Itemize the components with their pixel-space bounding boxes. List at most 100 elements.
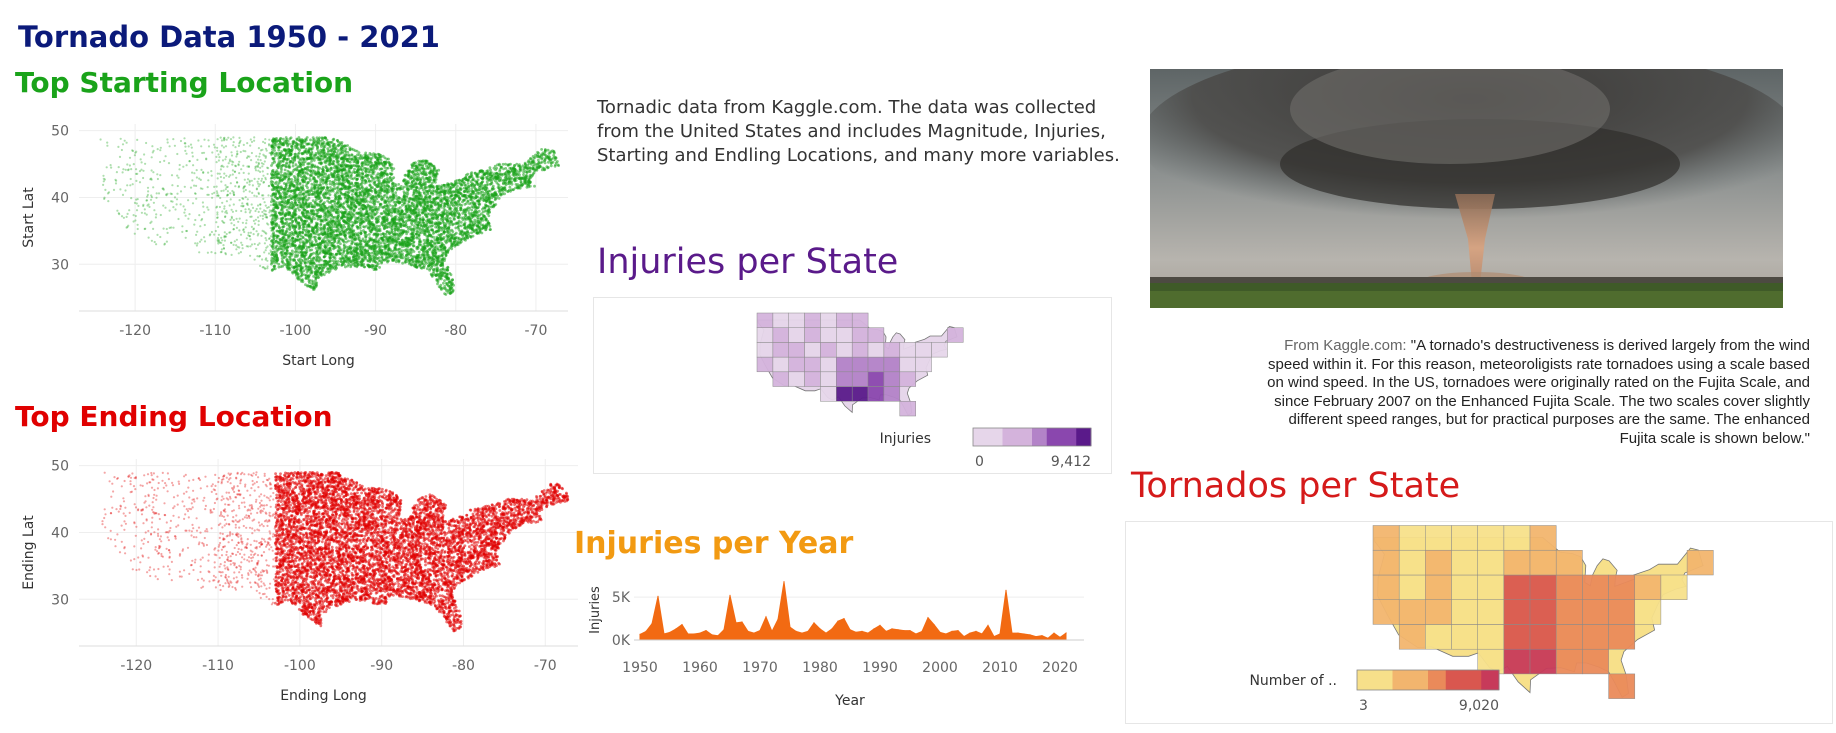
location-point — [445, 235, 449, 238]
location-point — [244, 150, 247, 153]
location-point — [329, 186, 332, 189]
location-point — [379, 252, 382, 256]
location-point — [215, 205, 219, 208]
location-point — [152, 186, 155, 189]
location-point — [235, 217, 238, 220]
location-point — [272, 259, 276, 263]
location-point — [337, 213, 340, 216]
location-point — [150, 178, 153, 181]
location-point — [189, 186, 193, 189]
location-point — [241, 243, 244, 247]
location-point — [291, 240, 295, 244]
location-point — [414, 161, 417, 165]
location-point — [368, 200, 372, 204]
location-point — [241, 221, 244, 224]
location-point — [320, 167, 324, 171]
location-point — [284, 187, 288, 190]
location-point — [513, 164, 516, 167]
location-point — [364, 169, 368, 172]
location-point — [193, 184, 196, 187]
location-point — [225, 155, 228, 158]
location-point — [534, 153, 537, 157]
location-point — [264, 210, 267, 213]
location-point — [231, 163, 234, 166]
location-point — [296, 272, 300, 276]
location-point — [146, 193, 149, 196]
location-point — [198, 214, 201, 217]
location-point — [103, 197, 106, 200]
location-point — [107, 191, 111, 194]
location-point — [368, 170, 372, 174]
location-point — [215, 161, 218, 164]
location-point — [121, 171, 124, 174]
location-point — [294, 180, 297, 183]
location-point — [216, 240, 219, 243]
location-point — [408, 250, 412, 254]
location-point — [218, 241, 221, 244]
location-point — [258, 242, 261, 245]
location-point — [370, 251, 374, 255]
location-point — [285, 165, 289, 169]
location-point — [479, 217, 482, 221]
location-point — [394, 248, 398, 252]
location-point — [412, 185, 416, 189]
location-point — [267, 252, 271, 255]
location-point — [378, 224, 381, 228]
location-point — [218, 172, 221, 175]
location-point — [338, 249, 342, 252]
location-point — [198, 240, 202, 243]
location-point — [196, 230, 199, 233]
location-point — [250, 203, 253, 206]
location-point — [184, 149, 187, 152]
location-point — [443, 284, 447, 288]
location-point — [295, 196, 299, 199]
location-point — [237, 144, 240, 147]
location-point — [272, 264, 276, 268]
location-point — [448, 217, 452, 220]
location-point — [155, 192, 158, 195]
location-point — [407, 172, 411, 176]
location-point — [263, 160, 266, 163]
location-point — [329, 217, 333, 221]
location-point — [347, 239, 350, 243]
location-point — [131, 149, 134, 152]
location-point — [361, 164, 364, 167]
location-point — [310, 186, 314, 190]
location-point — [226, 185, 229, 189]
location-point — [336, 202, 339, 205]
location-point — [270, 200, 273, 204]
location-point — [232, 144, 235, 147]
location-point — [242, 190, 245, 193]
location-point — [330, 140, 334, 144]
location-point — [379, 212, 383, 215]
location-point — [278, 145, 282, 149]
location-point — [249, 238, 252, 241]
location-point — [220, 236, 223, 239]
location-point — [145, 141, 148, 145]
location-point — [257, 232, 260, 235]
location-point — [242, 228, 245, 231]
location-point — [330, 206, 334, 210]
location-point — [407, 253, 411, 256]
location-point — [370, 161, 374, 165]
location-point — [301, 184, 305, 188]
location-point — [174, 208, 177, 211]
location-point — [218, 240, 221, 243]
location-point — [200, 168, 203, 171]
location-point — [165, 193, 168, 196]
location-point — [385, 173, 389, 176]
location-point — [309, 138, 312, 142]
location-point — [230, 217, 233, 220]
location-point — [238, 172, 241, 175]
location-point — [187, 217, 190, 220]
location-point — [159, 213, 162, 217]
location-point — [492, 172, 496, 176]
location-point — [469, 175, 472, 179]
location-point — [357, 235, 361, 238]
location-point — [242, 204, 245, 207]
location-point — [217, 242, 220, 245]
location-point — [248, 179, 251, 182]
location-point — [524, 170, 528, 174]
location-point — [219, 175, 222, 179]
location-point — [270, 180, 273, 183]
